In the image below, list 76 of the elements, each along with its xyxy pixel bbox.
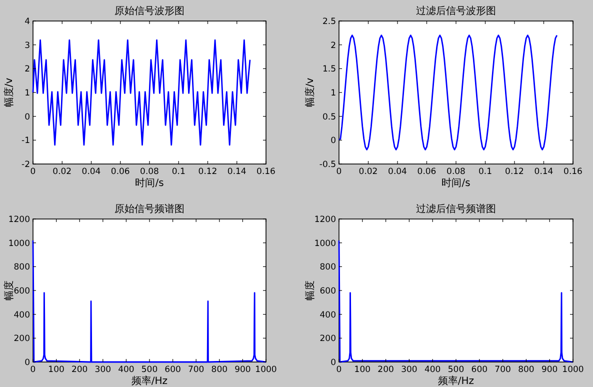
- x-tick-label: 200: [71, 365, 88, 375]
- x-tick-label: 700: [188, 365, 204, 375]
- y-tick-label: 0.5: [322, 112, 336, 122]
- x-tick-label: 300: [401, 365, 418, 375]
- x-tick-label: 0.1: [172, 167, 186, 177]
- x-tick-label: 400: [424, 365, 441, 375]
- y-tick-label: 1: [330, 88, 336, 98]
- x-tick-label: 1000: [562, 365, 584, 375]
- y-tick-label: 2.5: [322, 17, 336, 27]
- x-tick-label: 400: [118, 365, 134, 375]
- x-tick-label: 0.06: [417, 167, 436, 177]
- y-tick-label: 1.5: [322, 64, 336, 75]
- y-tick-label: 4: [24, 17, 30, 27]
- y-tick-label: 400: [320, 310, 336, 320]
- x-axis-title: 时间/s: [442, 177, 470, 189]
- x-tick-label: 0.12: [198, 167, 218, 177]
- x-tick-label: 200: [378, 365, 394, 375]
- y-tick-label: 1000: [8, 238, 30, 249]
- y-tick-label: 600: [14, 286, 30, 296]
- x-tick-label: 0.04: [82, 167, 101, 177]
- y-axis-title: 幅度/v: [3, 78, 15, 108]
- x-tick-label: 100: [48, 365, 64, 375]
- y-axis-title: 幅度: [3, 280, 15, 300]
- y-tick-label: 800: [14, 262, 30, 273]
- x-tick-label: 1000: [255, 365, 277, 375]
- x-tick-label: 600: [164, 365, 181, 375]
- y-tick-label: 600: [320, 286, 336, 296]
- y-tick-label: 2: [24, 64, 30, 75]
- y-tick-label: 800: [320, 262, 336, 273]
- y-tick-label: 1200: [8, 215, 30, 225]
- y-tick-label: 2: [330, 40, 336, 51]
- y-tick-label: 400: [14, 310, 30, 320]
- x-tick-label: 0.14: [227, 167, 246, 177]
- x-tick-label: 900: [234, 365, 251, 375]
- y-tick-label: 3: [24, 40, 30, 51]
- y-tick-label: 1: [24, 88, 30, 98]
- y-tick-label: 200: [14, 334, 30, 344]
- y-tick-label: 200: [320, 334, 336, 344]
- x-tick-label: 0.04: [388, 167, 407, 177]
- x-tick-label: 900: [541, 365, 558, 375]
- y-tick-label: -2: [22, 160, 30, 170]
- x-tick-label: 600: [471, 365, 488, 375]
- x-tick-label: 800: [211, 365, 228, 375]
- y-tick-label: 1200: [314, 215, 336, 225]
- y-tick-label: 1000: [314, 238, 336, 249]
- x-tick-label: 0.12: [505, 167, 524, 177]
- x-tick-label: 0.16: [256, 167, 276, 177]
- y-axis-title: 幅度: [304, 280, 316, 300]
- x-tick-label: 700: [494, 365, 511, 375]
- y-tick-label: 0: [330, 136, 336, 146]
- chart-title: 原始信号波形图: [114, 5, 184, 17]
- x-tick-label: 0.08: [140, 167, 159, 177]
- x-tick-label: 0.14: [534, 167, 554, 177]
- x-axis-title: 频率/Hz: [131, 375, 168, 387]
- x-tick-label: 0.02: [358, 167, 378, 177]
- y-tick-label: -0.5: [319, 160, 336, 170]
- x-tick-label: 100: [354, 365, 371, 375]
- x-tick-label: 0.16: [564, 167, 582, 177]
- y-tick-label: 0: [330, 358, 336, 368]
- chart-title: 原始信号频谱图: [114, 203, 184, 215]
- chart-title: 过滤后信号波形图: [416, 5, 496, 17]
- x-tick-label: 800: [518, 365, 534, 375]
- x-tick-label: 300: [94, 365, 112, 375]
- y-axis-title: 幅度/v: [304, 78, 316, 108]
- x-tick-label: 500: [448, 365, 464, 375]
- x-axis-title: 频率/Hz: [438, 375, 474, 387]
- y-tick-label: -1: [22, 136, 30, 146]
- x-tick-label: 0.08: [446, 167, 466, 177]
- x-tick-label: 500: [141, 365, 158, 375]
- chart-title: 过滤后信号频谱图: [416, 203, 496, 215]
- y-tick-label: 0: [24, 358, 30, 368]
- x-tick-label: 0.1: [478, 167, 492, 177]
- x-tick-label: 0.02: [52, 167, 72, 177]
- x-tick-label: 0.06: [110, 167, 130, 177]
- x-axis-title: 时间/s: [135, 177, 164, 189]
- y-tick-label: 0: [24, 112, 30, 122]
